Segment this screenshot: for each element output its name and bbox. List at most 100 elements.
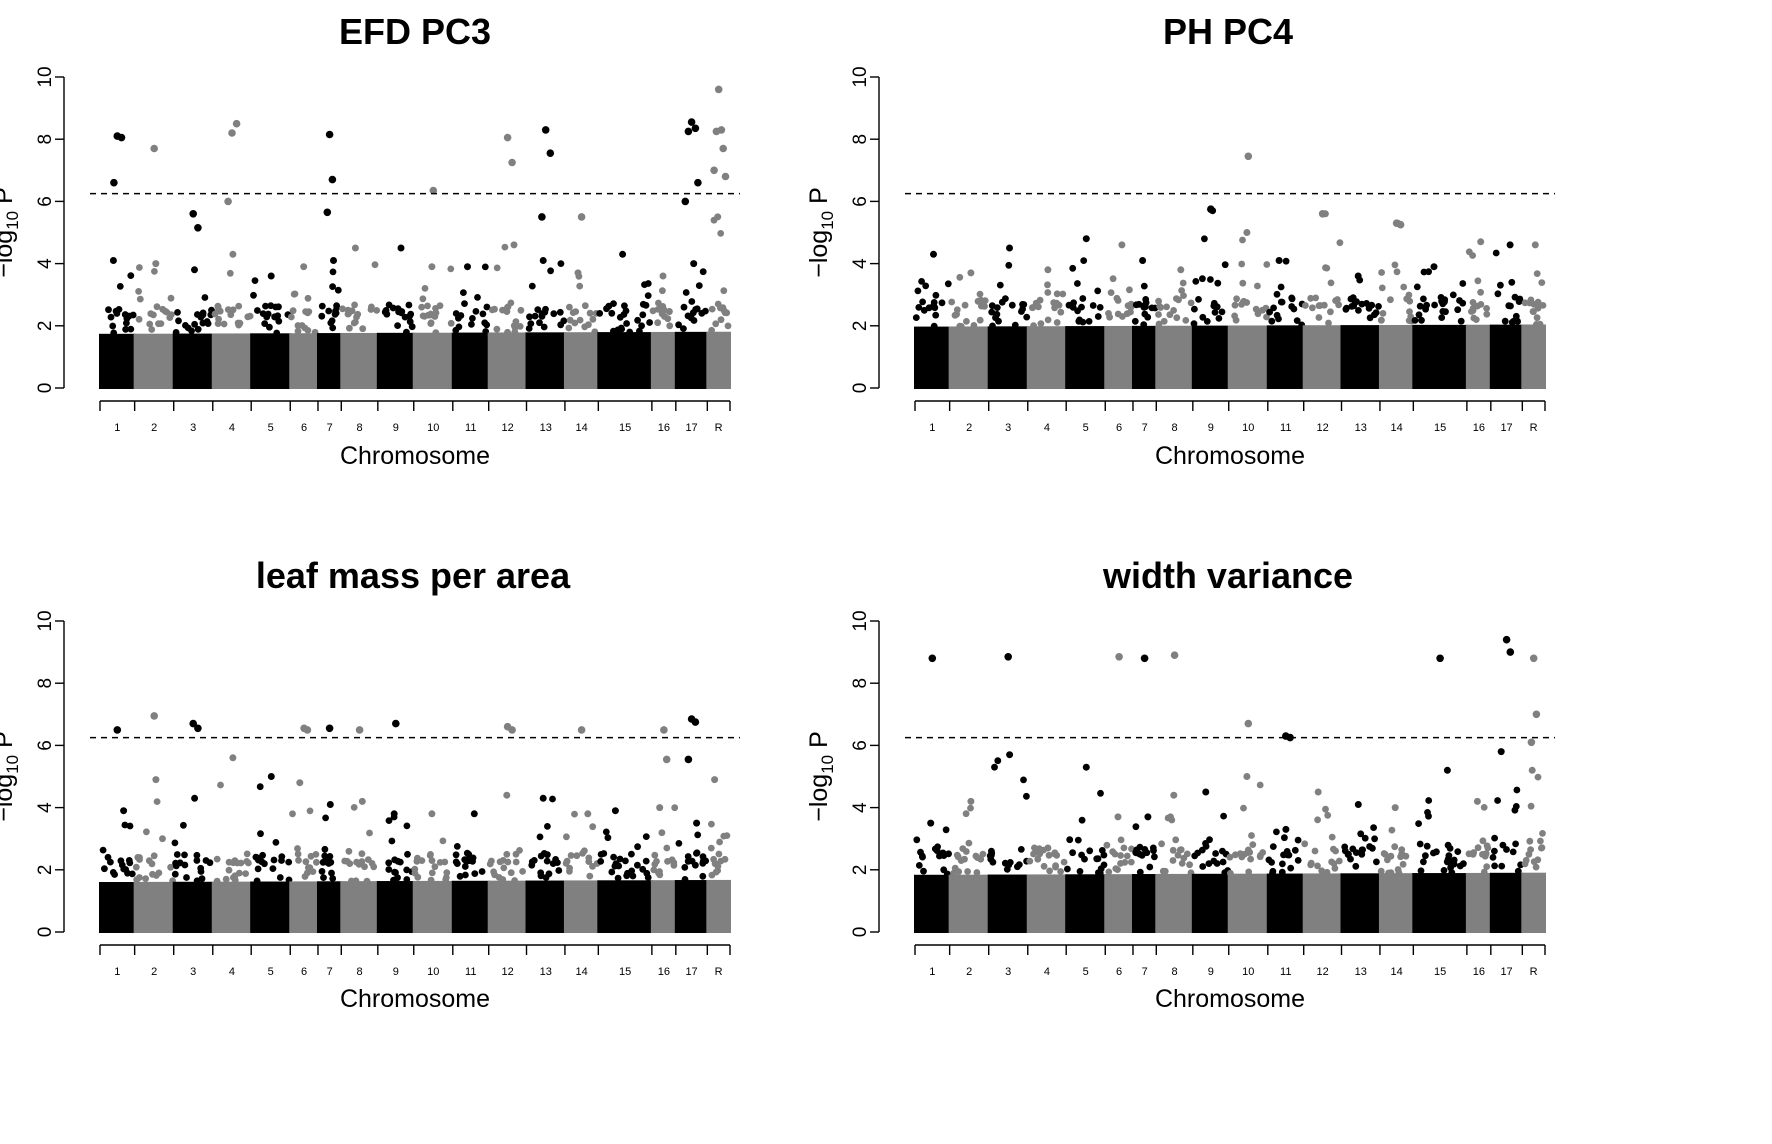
snp-point <box>275 317 283 325</box>
snp-point <box>431 863 439 871</box>
snp-point <box>254 307 261 314</box>
snp-point <box>956 273 964 281</box>
y-tick-label: 0 <box>850 927 871 938</box>
snp-point <box>1354 801 1362 808</box>
snp-point <box>1307 294 1315 302</box>
snp-point <box>1170 651 1179 659</box>
snp-point <box>563 857 571 865</box>
chromosome-block-5 <box>250 773 293 933</box>
snp-point <box>461 863 469 870</box>
snp-point <box>481 319 489 327</box>
snp-point <box>1127 303 1135 311</box>
snp-point <box>653 858 660 865</box>
snp-point <box>414 873 422 881</box>
snp-point <box>491 305 498 313</box>
snp-density-band <box>706 879 731 933</box>
snp-point <box>556 308 564 316</box>
x-tick-label: 16 <box>658 422 670 434</box>
snp-point <box>1093 855 1101 863</box>
snp-point <box>977 855 985 863</box>
snp-point <box>659 272 667 280</box>
snp-point <box>1232 316 1240 324</box>
snp-point <box>1477 238 1485 246</box>
snp-point <box>104 853 112 861</box>
snp-point <box>306 807 314 815</box>
snp-point <box>1074 280 1081 287</box>
snp-point <box>301 324 309 332</box>
snp-density-band <box>316 333 343 389</box>
snp-point <box>610 300 617 307</box>
top-snps <box>110 85 730 232</box>
snp-point <box>150 852 158 860</box>
snp-point <box>228 129 236 137</box>
x-tick-label: 9 <box>393 966 399 978</box>
x-tick-label: 2 <box>966 422 972 434</box>
snp-point <box>1177 266 1185 274</box>
snp-point <box>254 865 262 873</box>
snp-point <box>1318 867 1326 875</box>
snp-point <box>127 272 135 279</box>
snp-point <box>680 325 687 332</box>
x-tick-label: 4 <box>229 422 235 434</box>
snp-point <box>1288 295 1296 303</box>
x-tick-label: 6 <box>1116 422 1122 434</box>
snp-point <box>503 791 511 799</box>
snp-point <box>328 175 337 184</box>
snp-point <box>295 856 302 864</box>
snp-point <box>663 844 671 852</box>
y-tick-label: 10 <box>850 66 871 87</box>
chromosome-block-1 <box>99 807 136 933</box>
snp-point <box>511 877 518 884</box>
snp-point <box>326 853 334 860</box>
snp-point <box>644 874 652 881</box>
chromosome-block-9 <box>1190 207 1230 389</box>
snp-point <box>931 845 939 853</box>
chromosome-block-12 <box>1301 788 1343 933</box>
snp-point <box>1118 241 1126 249</box>
snp-point <box>1294 836 1302 844</box>
y-tick-label: 8 <box>35 678 56 689</box>
snp-point <box>150 311 157 319</box>
snp-density-band <box>1131 325 1158 389</box>
snp-point <box>411 865 419 873</box>
x-tick-label: 2 <box>151 422 157 434</box>
snp-point <box>581 302 589 310</box>
snp-point <box>1269 843 1277 850</box>
snp-point <box>436 302 444 310</box>
snp-point <box>136 874 143 881</box>
snp-point <box>1309 304 1316 312</box>
panel-title: EFD PC3 <box>339 11 491 52</box>
snp-point <box>257 830 264 838</box>
snp-point <box>499 857 507 864</box>
snp-point <box>122 866 130 873</box>
snp-point <box>1218 308 1226 316</box>
snp-point <box>976 290 984 298</box>
snp-point <box>1514 867 1522 875</box>
snp-point <box>194 325 202 333</box>
snp-point <box>1353 298 1360 305</box>
snp-point <box>1420 295 1427 303</box>
snp-point <box>1357 830 1365 838</box>
snp-point <box>427 320 435 327</box>
snp-point <box>227 311 235 319</box>
snp-point <box>294 845 301 852</box>
snp-point <box>135 288 143 295</box>
snp-point <box>1191 305 1198 313</box>
snp-density-band <box>376 332 415 389</box>
snp-density-band <box>289 333 319 389</box>
chromosome-block-9 <box>376 244 416 389</box>
snp-point <box>977 296 985 304</box>
chromosome-block-9 <box>376 810 416 933</box>
snp-density-band <box>650 331 677 389</box>
snp-point <box>152 260 160 268</box>
snp-point <box>1275 257 1283 264</box>
snp-point <box>1268 317 1276 325</box>
snp-density-band <box>1521 324 1546 389</box>
snp-point <box>1483 305 1490 312</box>
x-tick-label: 4 <box>229 966 235 978</box>
snp-density-band <box>289 881 319 933</box>
snp-point <box>122 326 129 333</box>
snp-point <box>421 285 429 292</box>
snp-point <box>542 874 550 881</box>
